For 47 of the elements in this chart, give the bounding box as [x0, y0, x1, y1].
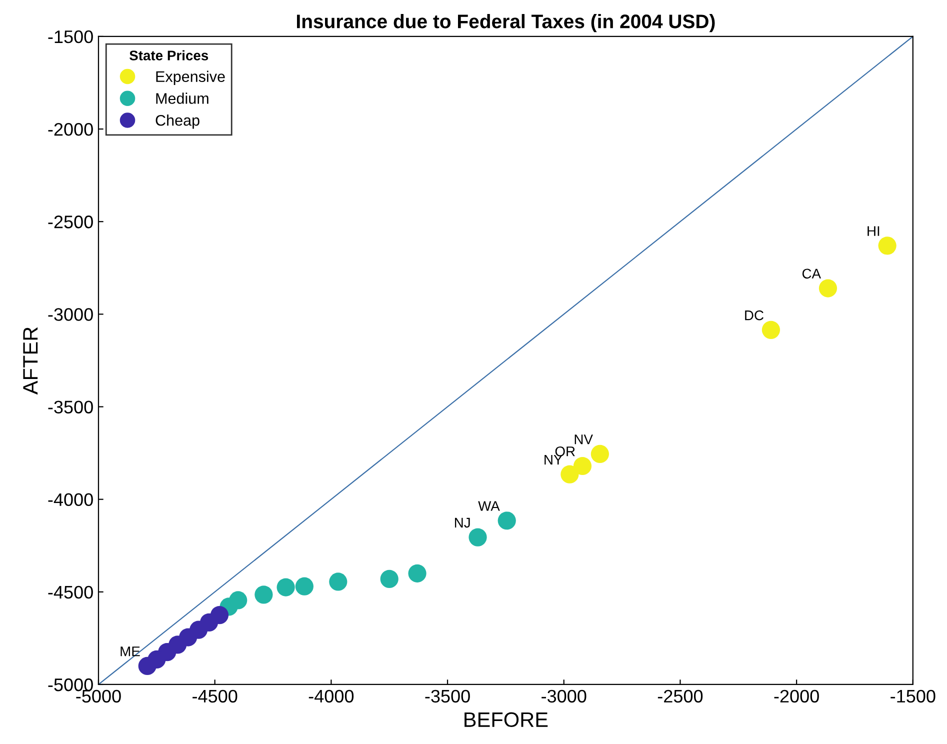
legend-label: Medium [156, 92, 208, 104]
chart-title: Insurance due to Federal Taxes (in 2004 USD) [297, 14, 715, 32]
x-axis-title: BEFORE [464, 712, 548, 728]
annotation: NJ [454, 518, 470, 528]
legend-title: State Prices [130, 50, 208, 60]
y-tick-label: -1500 [48, 30, 93, 44]
y-tick-label: -4500 [48, 586, 93, 599]
point [276, 578, 295, 596]
y-tick-label: -2500 [48, 216, 93, 228]
point [138, 656, 156, 676]
annotation: HI [868, 226, 880, 236]
point [408, 564, 426, 582]
point [468, 528, 487, 546]
annotation: CA [802, 268, 822, 279]
x-tick-label: -4500 [192, 690, 238, 703]
x-tick-label: -2000 [774, 690, 819, 703]
annotation: ME [120, 646, 140, 656]
annotation: OR [555, 446, 575, 456]
x-tick-label: -1500 [890, 690, 936, 703]
x-tick-label: -5000 [76, 690, 121, 703]
point [762, 320, 780, 339]
y-axis-title: AFTER [23, 327, 38, 395]
y-tick-label: -5000 [48, 678, 93, 692]
annotation: DC [745, 310, 764, 320]
point [590, 444, 609, 464]
point [380, 570, 398, 588]
point [878, 236, 896, 255]
point [818, 279, 838, 298]
x-tick-label: -4000 [308, 690, 354, 703]
point [254, 586, 273, 604]
x-tick-label: -3500 [425, 690, 470, 703]
x-tick-label: -3000 [542, 690, 586, 703]
point [498, 512, 516, 530]
annotation: WA [478, 501, 500, 511]
annotation: NY [544, 454, 562, 465]
legend-label: Expensive [156, 70, 225, 86]
point [560, 465, 579, 484]
y-tick-label: -4000 [48, 493, 93, 506]
point [573, 456, 592, 476]
legend-label: Cheap [156, 114, 200, 129]
y-tick-label: -3500 [48, 400, 93, 414]
point [295, 577, 314, 596]
y-tick-label: -2000 [48, 122, 93, 136]
point [329, 572, 348, 591]
x-tick-label: -2500 [658, 690, 703, 703]
annotation: NV [574, 434, 593, 444]
y-tick-label: -3000 [48, 308, 93, 321]
